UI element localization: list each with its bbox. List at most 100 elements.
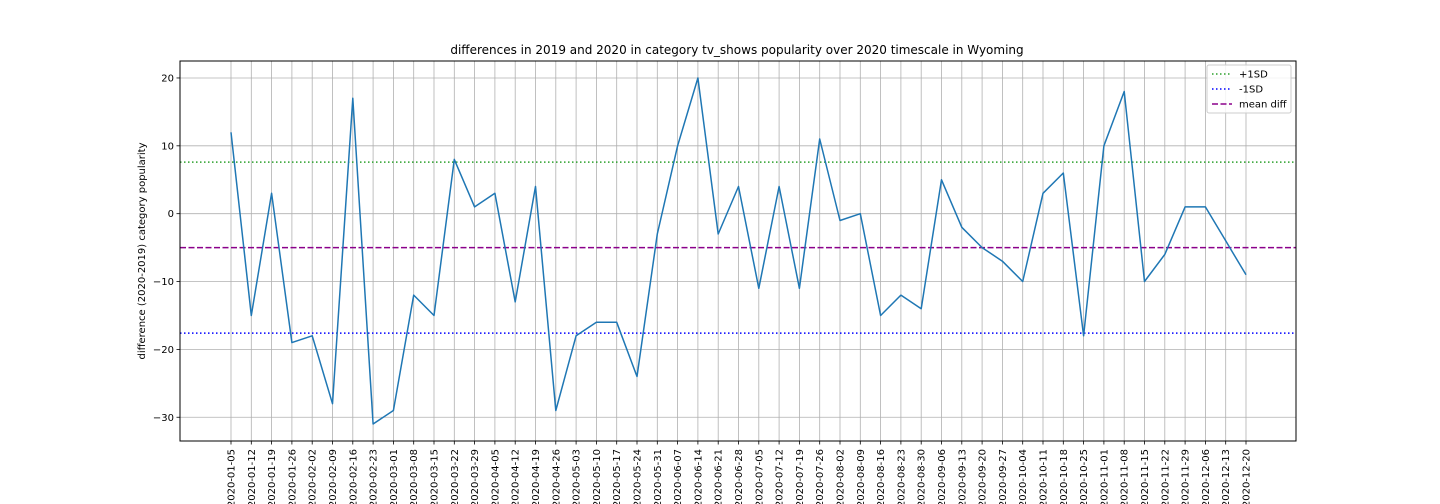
- x-tick-label: 2020-01-12: [247, 449, 258, 504]
- data-point: [1184, 206, 1186, 208]
- x-tick-label: 2020-11-15: [1140, 449, 1151, 504]
- data-point: [1204, 206, 1206, 208]
- x-tick-label: 2020-06-14: [693, 449, 704, 504]
- x-tick-label: 2020-05-17: [612, 449, 623, 504]
- x-tick-label: 2020-04-19: [531, 449, 542, 504]
- data-point: [900, 294, 902, 296]
- x-tick-label: 2020-06-21: [714, 449, 725, 504]
- x-tick-label: 2020-11-01: [1099, 449, 1110, 504]
- x-tick-label: 2020-01-05: [227, 449, 238, 504]
- data-point: [1062, 172, 1064, 174]
- x-tick-label: 2020-03-01: [389, 449, 400, 504]
- x-tick-label: 2020-02-23: [369, 449, 380, 504]
- x-tick-label: 2020-10-25: [1079, 449, 1090, 504]
- y-tick-label: −30: [153, 413, 174, 424]
- x-tick-label: 2020-09-20: [978, 449, 989, 504]
- x-tick-label: 2020-10-18: [1059, 449, 1070, 504]
- x-tick-label: 2020-04-05: [490, 449, 501, 504]
- series-layer: [230, 77, 1247, 425]
- x-tick-label: 2020-09-13: [957, 449, 968, 504]
- data-point: [1143, 280, 1145, 282]
- x-tick-label: 2020-08-02: [836, 449, 847, 504]
- y-tick-label: 10: [161, 141, 174, 152]
- data-point: [1042, 192, 1044, 194]
- x-tick-label: 2020-08-09: [856, 449, 867, 504]
- x-tick-label: 2020-05-24: [633, 449, 644, 504]
- x-tick-label: 2020-09-06: [937, 449, 948, 504]
- data-point: [717, 233, 719, 235]
- x-tick-label: 2020-02-09: [328, 449, 339, 504]
- data-point: [1103, 145, 1105, 147]
- data-point: [453, 158, 455, 160]
- data-point: [1082, 335, 1084, 337]
- data-point: [1123, 90, 1125, 92]
- data-point: [879, 314, 881, 316]
- data-point: [331, 402, 333, 404]
- data-point: [250, 314, 252, 316]
- data-point: [514, 301, 516, 303]
- y-axis-label: difference (2020-2019) category populari…: [137, 142, 148, 359]
- x-tick-label: 2020-02-02: [308, 449, 319, 504]
- data-point: [676, 145, 678, 147]
- data-point: [920, 307, 922, 309]
- x-tick-label: 2020-03-22: [450, 449, 461, 504]
- data-point: [1245, 274, 1247, 276]
- data-point: [230, 131, 232, 133]
- x-tick-label: 2020-12-06: [1201, 449, 1212, 504]
- data-point: [433, 314, 435, 316]
- data-point: [940, 179, 942, 181]
- data-point: [839, 219, 841, 221]
- x-tick-label: 2020-01-26: [287, 449, 298, 504]
- data-point: [291, 341, 293, 343]
- x-tick-label: 2020-04-26: [551, 449, 562, 504]
- x-tick-label: 2020-08-23: [896, 449, 907, 504]
- data-point: [1001, 260, 1003, 262]
- data-point: [392, 409, 394, 411]
- x-tick-label: 2020-07-19: [795, 449, 806, 504]
- legend-label: +1SD: [1239, 70, 1268, 81]
- series-line: [230, 77, 1247, 425]
- reference-lines: [180, 161, 1296, 334]
- legend: +1SD -1SD mean diff: [1206, 64, 1292, 114]
- x-tick-label: 2020-06-07: [673, 449, 684, 504]
- x-tick-label: 2020-07-12: [775, 449, 786, 504]
- x-tick-label: 2020-12-20: [1242, 449, 1253, 504]
- x-tick-label: 2020-05-10: [592, 449, 603, 504]
- y-tick-label: 0: [168, 209, 174, 220]
- x-tick-label: 2020-01-19: [267, 449, 278, 504]
- x-tick-label: 2020-03-08: [409, 449, 420, 504]
- x-tick-label: 2020-07-26: [815, 449, 826, 504]
- x-tick-label: 2020-09-27: [998, 449, 1009, 504]
- x-tick-label: 2020-06-28: [734, 449, 745, 504]
- data-point: [778, 185, 780, 187]
- data-point: [798, 287, 800, 289]
- data-point: [981, 246, 983, 248]
- data-point: [636, 375, 638, 377]
- data-point: [575, 335, 577, 337]
- x-ticks: 2020-01-05 2020-01-12 2020-01-19 2020-01-26…: [227, 441, 1253, 504]
- x-tick-label: 2020-10-11: [1039, 449, 1050, 504]
- x-tick-label: 2020-11-08: [1120, 449, 1131, 504]
- data-point: [859, 212, 861, 214]
- plot-frame: [179, 60, 1297, 442]
- data-point: [819, 138, 821, 140]
- x-tick-label: 2020-05-31: [653, 449, 664, 504]
- y-tick-label: −10: [153, 277, 174, 288]
- x-tick-label: 2020-08-30: [917, 449, 928, 504]
- x-tick-label: 2020-10-04: [1018, 449, 1029, 504]
- y-tick-label: −20: [153, 345, 174, 356]
- y-ticks: −30 −20 −10 0 10 20: [153, 73, 180, 424]
- data-point: [758, 287, 760, 289]
- data-point: [413, 294, 415, 296]
- data-point: [352, 97, 354, 99]
- data-point: [595, 321, 597, 323]
- data-point: [270, 192, 272, 194]
- legend-box: [1206, 64, 1292, 114]
- legend-label: -1SD: [1239, 85, 1263, 96]
- data-point: [372, 423, 374, 425]
- data-point: [1022, 280, 1024, 282]
- x-tick-label: 2020-04-12: [511, 449, 522, 504]
- data-point: [555, 409, 557, 411]
- data-point: [616, 321, 618, 323]
